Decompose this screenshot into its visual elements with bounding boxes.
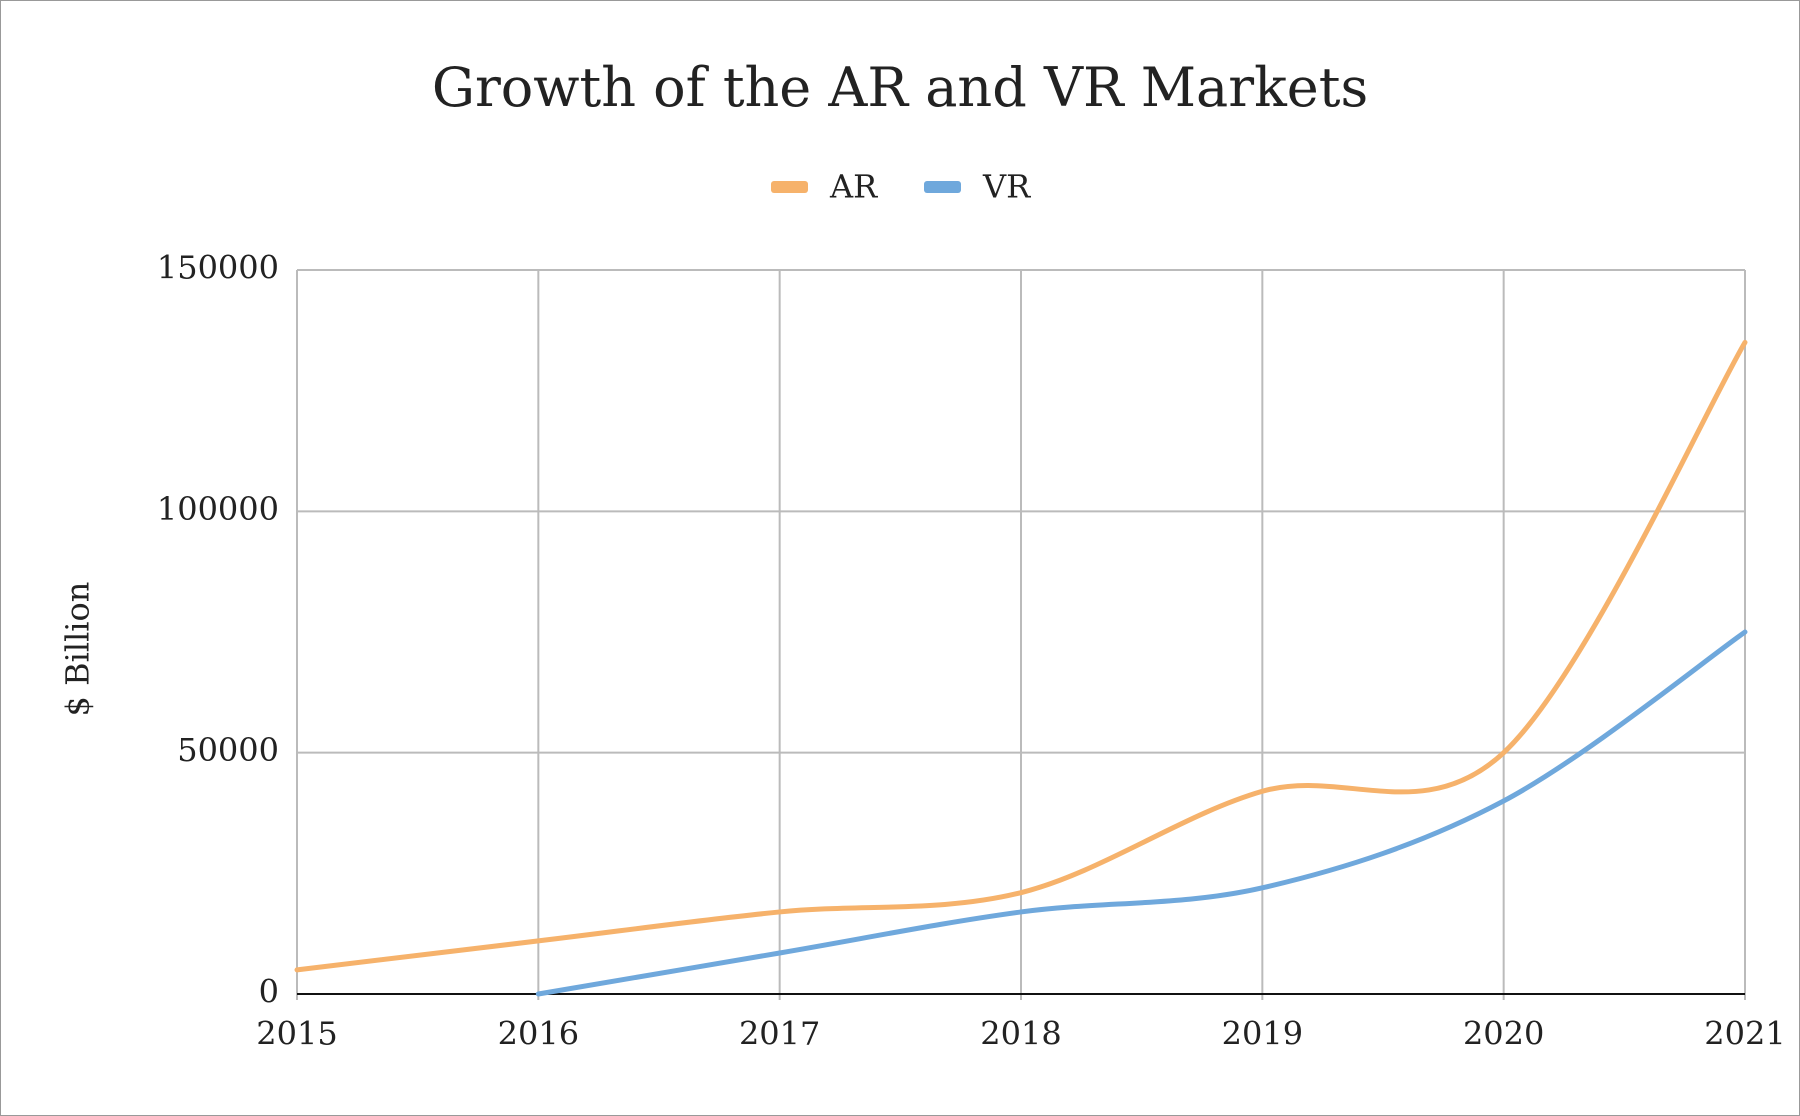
- y-tick-label: 50000: [177, 731, 279, 769]
- x-tick-label: 2016: [498, 1015, 579, 1053]
- x-tick-label: 2020: [1463, 1015, 1544, 1053]
- legend-label: VR: [982, 168, 1031, 206]
- y-tick-label: 0: [259, 973, 279, 1011]
- legend-label: AR: [829, 168, 878, 206]
- legend-swatch: [924, 181, 961, 193]
- x-tick-label: 2019: [1222, 1015, 1303, 1053]
- x-tick-label: 2015: [256, 1015, 337, 1053]
- line-series: [535, 629, 1748, 997]
- x-tick-label: 2017: [739, 1015, 820, 1053]
- x-tick-label: 2018: [980, 1015, 1061, 1053]
- chart-title: Growth of the AR and VR Markets: [432, 56, 1368, 119]
- y-axis-label: $ Billion: [59, 582, 97, 717]
- legend-swatch: [771, 181, 808, 193]
- y-tick-label: 100000: [157, 490, 279, 528]
- x-tick-label: 2021: [1704, 1015, 1785, 1053]
- line-series: [294, 339, 1748, 973]
- y-tick-label: 150000: [157, 249, 279, 287]
